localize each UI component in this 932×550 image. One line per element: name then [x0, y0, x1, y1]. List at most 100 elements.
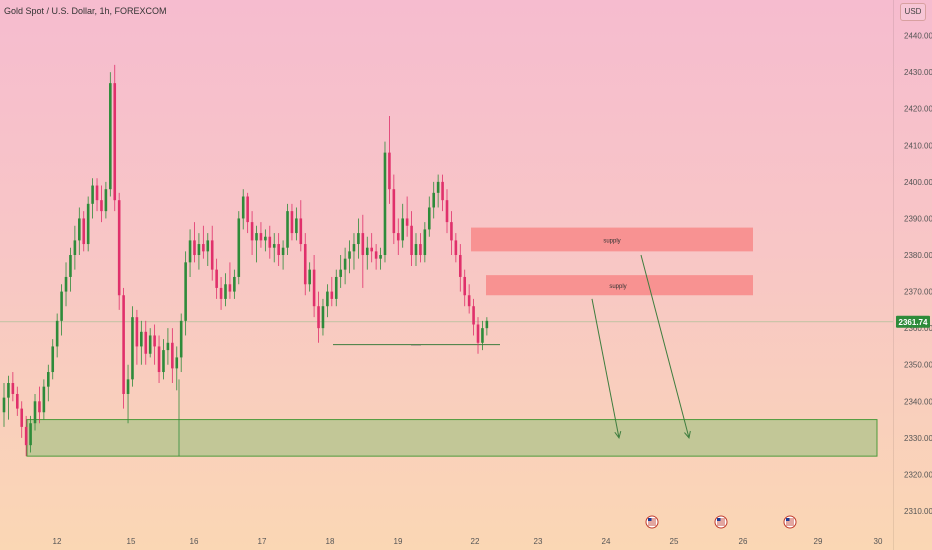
y-tick-label: 2310.00: [904, 507, 932, 516]
candle-body: [339, 269, 342, 277]
candle-body: [20, 408, 24, 427]
x-tick-label: 19: [394, 537, 403, 546]
candle-body: [383, 152, 387, 256]
candle-body: [15, 393, 19, 409]
candle-body: [264, 236, 267, 241]
y-tick-label: 2440.00: [904, 32, 932, 41]
y-tick-label: 2330.00: [904, 434, 932, 443]
arrow-head: [614, 430, 622, 439]
candle-body: [224, 284, 227, 299]
candle-body: [250, 222, 254, 241]
candle-body: [7, 383, 10, 398]
candle-body: [95, 185, 99, 201]
candle-body: [210, 240, 214, 270]
candle-body: [175, 357, 179, 369]
candle-body: [109, 83, 112, 190]
projection-arrow[interactable]: [591, 298, 620, 438]
candle-body: [326, 291, 329, 307]
candle-body: [427, 207, 431, 230]
supply-zone[interactable]: [471, 227, 753, 252]
y-tick-label: 2340.00: [904, 397, 932, 406]
candle-body: [228, 284, 232, 292]
candle-body: [485, 320, 489, 329]
candle-body: [2, 397, 6, 413]
us-flag-event-icon[interactable]: [783, 515, 797, 529]
candle-body: [24, 426, 28, 446]
candle-body: [47, 372, 50, 387]
candle-body: [334, 276, 338, 299]
y-tick-label: 2420.00: [904, 105, 932, 114]
candle-body: [308, 269, 311, 285]
candle-body: [100, 200, 103, 212]
candle-body: [104, 189, 108, 212]
x-tick-label: 16: [190, 537, 199, 546]
candle-body: [458, 255, 462, 277]
supply-zone-label: supply: [609, 284, 626, 290]
x-tick-label: 24: [602, 537, 611, 546]
candle-body: [357, 233, 360, 245]
candle-body: [445, 200, 449, 223]
candle-body: [33, 401, 37, 424]
candle-body: [432, 192, 436, 208]
candle-body: [419, 244, 422, 256]
x-tick-label: 18: [326, 537, 335, 546]
x-tick-label: 23: [534, 537, 543, 546]
us-flag-event-icon[interactable]: [645, 515, 659, 529]
candle-body: [171, 342, 174, 369]
last-price-value: 2361.74: [899, 318, 928, 327]
candle-body: [202, 244, 205, 252]
us-flag-event-icon[interactable]: [714, 515, 728, 529]
x-tick-label: 29: [814, 537, 823, 546]
x-tick-label: 17: [258, 537, 267, 546]
x-tick-label: 15: [127, 537, 136, 546]
candle-body: [42, 386, 46, 413]
candle-body: [11, 383, 15, 394]
candle-body: [148, 335, 152, 354]
candle-body: [405, 218, 409, 226]
candle-body: [290, 211, 294, 234]
candle-body: [246, 196, 249, 223]
x-tick-label: 22: [471, 537, 480, 546]
candle-body: [454, 240, 458, 256]
candle-body: [241, 196, 245, 219]
candle-body: [299, 218, 303, 245]
candle-body: [206, 240, 210, 252]
candle-body: [193, 240, 196, 256]
candle-body: [78, 218, 81, 241]
candle-body: [153, 335, 156, 347]
candle-body: [233, 276, 236, 292]
currency-button[interactable]: USD: [900, 3, 926, 21]
candle-body: [73, 240, 77, 256]
candle-body: [219, 287, 223, 299]
candle-body: [237, 218, 241, 277]
candle-body: [157, 346, 161, 373]
candle-body: [481, 328, 484, 343]
candle-body: [55, 320, 59, 347]
supply-zone[interactable]: [486, 275, 753, 296]
candle-body: [312, 269, 316, 307]
candle-body: [29, 423, 32, 446]
candle-body: [184, 262, 187, 321]
candle-body: [162, 350, 165, 373]
projection-arrow[interactable]: [640, 254, 690, 438]
demand-zone[interactable]: [26, 419, 878, 457]
candle-body: [286, 211, 289, 248]
supply-zone-label: supply: [603, 238, 620, 244]
candle-body: [38, 401, 41, 413]
candle-body: [423, 229, 427, 256]
candle-body: [166, 342, 170, 351]
candle-body: [410, 225, 413, 256]
candle-body: [450, 222, 453, 241]
y-tick-label: 2350.00: [904, 361, 932, 370]
candle-body: [317, 306, 320, 329]
candle-body: [348, 251, 351, 259]
candle-body: [60, 291, 63, 321]
chart-title: Gold Spot / U.S. Dollar, 1h, FOREXCOM: [4, 6, 167, 16]
candle-body: [188, 240, 192, 263]
candle-body: [321, 306, 325, 329]
candle-body: [179, 320, 183, 358]
candle-body: [126, 379, 130, 394]
candle-body: [117, 200, 121, 296]
